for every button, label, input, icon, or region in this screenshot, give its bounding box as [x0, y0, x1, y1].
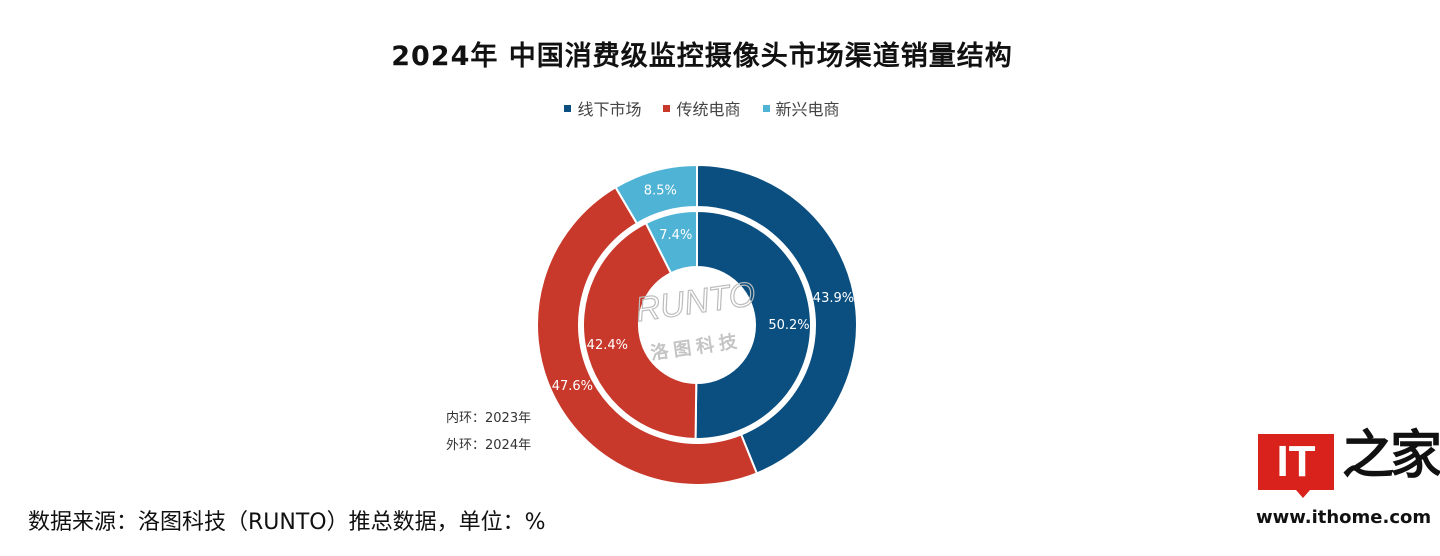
legend-item-emerging-ecommerce: 新兴电商	[762, 96, 840, 120]
data-label-inner-offline: 50.2%	[768, 318, 809, 333]
data-label-outer-emerging-ecommerce: 8.5%	[644, 183, 677, 198]
legend-label-traditional-ecommerce: 传统电商	[676, 100, 741, 119]
slice-inner-traditional-ecommerce	[582, 221, 698, 441]
legend: 线下市场 传统电商 新兴电商	[0, 96, 1404, 120]
slice-outer-traditional-ecommerce	[536, 185, 759, 486]
ithome-logo: IT	[1258, 434, 1334, 490]
slice-outer-offline	[696, 163, 858, 475]
legend-item-offline: 线下市场	[564, 96, 641, 120]
ithome-logo-chars: 之家	[1342, 425, 1440, 486]
data-label-inner-traditional-ecommerce: 42.4%	[587, 338, 628, 353]
slice-inner-emerging-ecommerce	[644, 209, 698, 275]
watermark-chinese: 洛图科技	[649, 330, 743, 365]
legend-item-traditional-ecommerce: 传统电商	[663, 96, 741, 120]
ithome-site: www.ithome.com	[1256, 507, 1432, 528]
chart-title: 2024年 中国消费级监控摄像头市场渠道销量结构	[391, 41, 1013, 72]
inner-ring-note: 内环：2023年	[446, 411, 532, 426]
slice-outer-emerging-ecommerce	[614, 163, 698, 225]
legend-label-emerging-ecommerce: 新兴电商	[775, 100, 840, 119]
legend-swatch-traditional-ecommerce	[663, 104, 671, 112]
legend-swatch-offline	[564, 104, 572, 112]
slice-inner-offline	[694, 209, 812, 440]
ithome-logo-tail	[1296, 490, 1310, 498]
source-note: 数据来源：洛图科技（RUNTO）推总数据，单位：%	[28, 510, 546, 535]
outer-ring-note: 外环：2024年	[446, 438, 532, 453]
legend-swatch-emerging-ecommerce	[762, 104, 770, 112]
data-label-outer-traditional-ecommerce: 47.6%	[552, 379, 593, 394]
legend-label-offline: 线下市场	[577, 100, 642, 119]
data-label-outer-offline: 43.9%	[813, 291, 854, 306]
data-label-inner-emerging-ecommerce: 7.4%	[659, 228, 692, 243]
